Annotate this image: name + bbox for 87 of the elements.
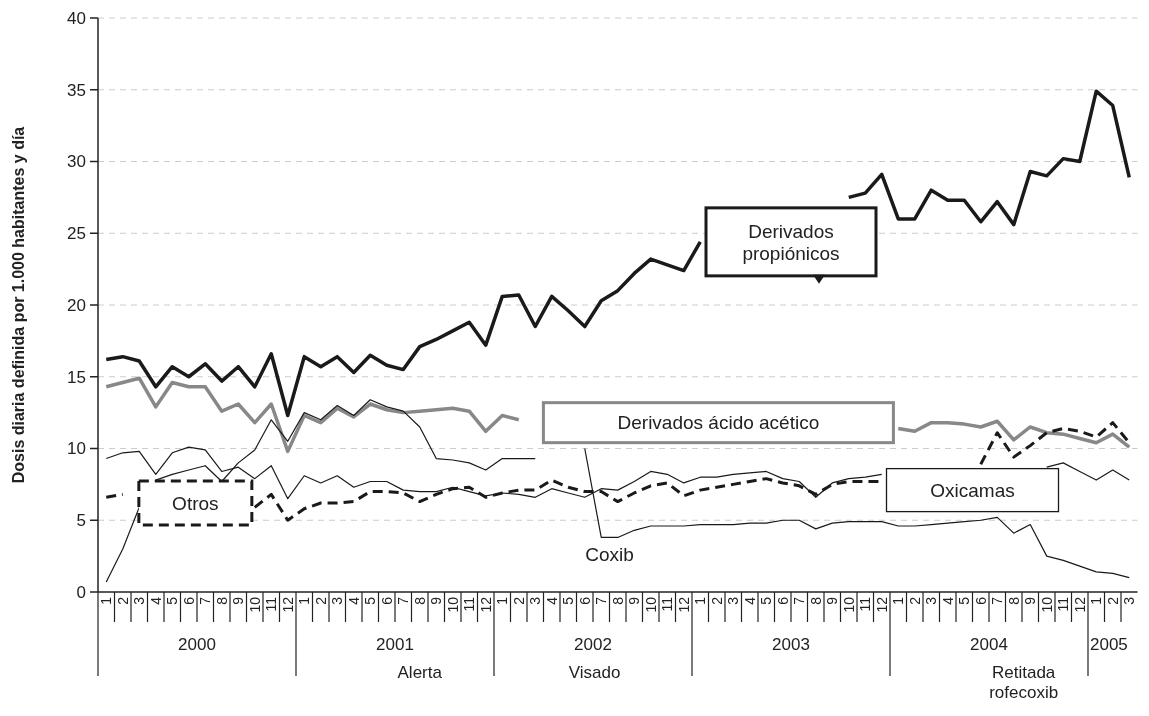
x-tick-label: 8 xyxy=(807,596,824,605)
x-tick-label: 12 xyxy=(279,596,296,613)
x-tick-label: 4 xyxy=(543,596,560,605)
x-tick-label: 10 xyxy=(444,596,461,613)
x-tick-label: 3 xyxy=(1121,596,1138,605)
x-tick-label: 6 xyxy=(774,596,791,605)
x-tick-label: 9 xyxy=(824,596,841,605)
x-tick-label: 5 xyxy=(362,596,379,605)
x-tick-label: 8 xyxy=(213,596,230,605)
x-tick-label: 2 xyxy=(114,596,131,605)
text: Retitada rofecoxib xyxy=(989,663,1059,702)
y-tick-label: 15 xyxy=(67,367,86,387)
x-tick-label: 10 xyxy=(246,596,263,613)
x-tick-label: 12 xyxy=(477,596,494,613)
x-tick-label: 6 xyxy=(972,596,989,605)
x-tick-label: 1 xyxy=(296,596,313,605)
x-tick-label: 11 xyxy=(659,596,676,612)
x-tick-label: 9 xyxy=(428,596,445,605)
x-tick-label: 3 xyxy=(725,596,742,605)
y-tick-label: 35 xyxy=(67,80,86,100)
x-tick-label: 5 xyxy=(758,596,775,605)
x-tick-label: 7 xyxy=(791,596,808,605)
x-tick-label: 12 xyxy=(873,596,890,613)
x-tick-label: 10 xyxy=(1038,596,1055,613)
text: 2004 xyxy=(970,635,1008,654)
x-tick-label: 4 xyxy=(147,596,164,605)
x-tick-label: 1 xyxy=(692,596,709,605)
text: Alerta xyxy=(397,663,443,682)
x-tick-label: 6 xyxy=(180,596,197,605)
x-tick-label: 3 xyxy=(131,596,148,605)
x-tick-label: 11 xyxy=(857,596,874,612)
series-label: Derivados propiónicos xyxy=(742,220,840,264)
x-tick-label: 4 xyxy=(939,596,956,605)
x-tick-label: 4 xyxy=(345,596,362,605)
y-tick-label: 20 xyxy=(67,295,86,315)
x-tick-label: 3 xyxy=(527,596,544,605)
x-tick-label: 8 xyxy=(411,596,428,605)
y-tick-label: 10 xyxy=(67,439,86,459)
x-tick-label: 4 xyxy=(741,596,758,605)
x-tick-label: 10 xyxy=(840,596,857,613)
x-tick-label: 7 xyxy=(395,596,412,605)
series-label: Otros xyxy=(172,492,219,514)
x-tick-label: 2 xyxy=(1104,596,1121,605)
y-tick-label: 0 xyxy=(76,582,86,602)
y-tick-label: 30 xyxy=(67,152,86,172)
x-tick-label: 2 xyxy=(708,596,725,605)
text: Derivados ácido acético xyxy=(617,412,820,434)
x-tick-label: 9 xyxy=(230,596,247,605)
text: 2002 xyxy=(574,635,612,654)
x-tick-label: 9 xyxy=(626,596,643,605)
y-axis-title: Dosis diaria definida por 1.000 habitantes y día xyxy=(10,126,27,484)
text: 2000 xyxy=(178,635,216,654)
x-tick-label: 1 xyxy=(98,596,115,605)
x-tick-label: 5 xyxy=(164,596,181,605)
x-tick-label: 11 xyxy=(461,596,478,612)
x-tick-label: 7 xyxy=(593,596,610,605)
x-tick-label: 12 xyxy=(1071,596,1088,613)
x-tick-label: 11 xyxy=(1055,596,1072,612)
text: 2005 xyxy=(1090,635,1128,654)
x-tick-label: 3 xyxy=(329,596,346,605)
y-tick-label: 25 xyxy=(67,224,86,244)
x-tick-label: 12 xyxy=(675,596,692,613)
x-tick-label: 10 xyxy=(642,596,659,613)
text: Visado xyxy=(568,663,621,682)
x-tick-label: 5 xyxy=(560,596,577,605)
x-tick-label: 7 xyxy=(989,596,1006,605)
y-tick-label: 5 xyxy=(76,511,86,531)
x-tick-label: 1 xyxy=(494,596,511,605)
x-tick-label: 9 xyxy=(1022,596,1039,605)
series-label: Coxib xyxy=(585,544,634,566)
x-tick-label: 8 xyxy=(1005,596,1022,605)
x-tick-label: 7 xyxy=(197,596,214,605)
x-tick-label: 1 xyxy=(890,596,907,605)
text: 2003 xyxy=(772,635,810,654)
x-tick-label: 1 xyxy=(1088,596,1105,605)
x-tick-label: 2 xyxy=(510,596,527,605)
text: 2001 xyxy=(376,635,414,654)
x-tick-label: 6 xyxy=(378,596,395,605)
x-tick-label: 5 xyxy=(956,596,973,605)
x-tick-label: 6 xyxy=(576,596,593,605)
x-tick-label: 2 xyxy=(312,596,329,605)
y-tick-label: 40 xyxy=(67,8,86,28)
x-tick-label: 3 xyxy=(923,596,940,605)
x-tick-label: 8 xyxy=(609,596,626,605)
x-tick-label: 11 xyxy=(263,596,280,612)
series-label: Oxicamas xyxy=(930,479,1015,501)
x-tick-label: 2 xyxy=(906,596,923,605)
